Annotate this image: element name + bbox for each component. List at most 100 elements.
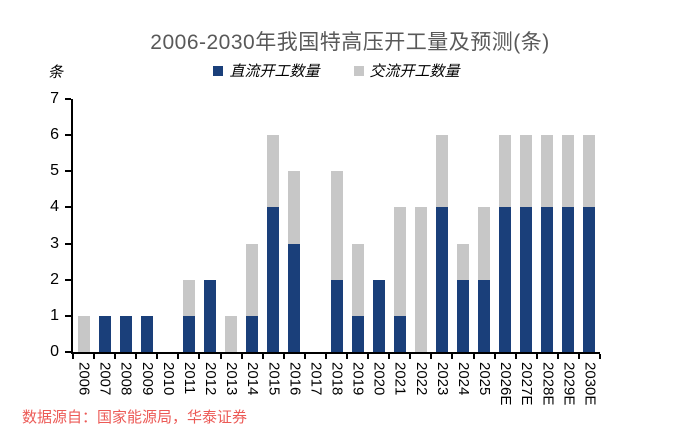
bar-segment-dc-2029E bbox=[562, 207, 575, 352]
bar-segment-dc-2011 bbox=[182, 315, 195, 352]
x-axis-tick-label: 2022 bbox=[412, 362, 430, 396]
x-axis-tick bbox=[261, 354, 264, 359]
x-axis-tick bbox=[599, 354, 601, 359]
legend-label-ac: 交流开工数量 bbox=[369, 64, 460, 80]
data-source-note: 数据源自：国家能源局，华泰证券 bbox=[22, 409, 248, 426]
y-axis-tick-label: 3 bbox=[50, 234, 59, 252]
x-axis-tick bbox=[177, 354, 180, 359]
x-axis-tick bbox=[493, 354, 496, 359]
x-axis-tick-label: 2026E bbox=[497, 362, 515, 406]
legend-item-ac: 交流开工数量 bbox=[353, 60, 460, 81]
x-axis-tick bbox=[577, 354, 580, 359]
bar-segment-dc-2020 bbox=[372, 279, 385, 352]
bar-segment-dc-2016 bbox=[288, 243, 301, 352]
y-axis-unit-label: 条 bbox=[48, 65, 64, 81]
bar-segment-ac-2013 bbox=[225, 315, 238, 352]
dc-series-swatch-icon bbox=[213, 65, 224, 76]
legend: 直流开工数量 交流开工数量 bbox=[73, 60, 600, 81]
bar-segment-dc-2027E bbox=[520, 207, 533, 352]
bar-segment-dc-2019 bbox=[351, 315, 364, 352]
y-axis-tick-label: 7 bbox=[50, 90, 59, 107]
bar-segment-ac-2027E bbox=[520, 135, 533, 208]
y-axis-tick-label: 1 bbox=[50, 306, 59, 324]
x-axis-tick bbox=[514, 354, 517, 359]
bar-segment-dc-2012 bbox=[204, 279, 217, 352]
bar-segment-dc-2030E bbox=[583, 207, 596, 352]
bar-segment-ac-2022 bbox=[414, 207, 427, 352]
y-axis-tick bbox=[65, 351, 71, 353]
bar-segment-dc-2021 bbox=[393, 315, 406, 352]
x-axis-tick bbox=[388, 354, 391, 359]
bar-segment-ac-2006 bbox=[77, 315, 90, 352]
bar-segment-dc-2009 bbox=[140, 315, 153, 352]
x-axis-tick-label: 2029E bbox=[560, 362, 578, 406]
bar-segment-dc-2026E bbox=[499, 207, 512, 352]
x-axis-tick bbox=[430, 354, 433, 359]
x-axis-tick-label: 2024 bbox=[454, 362, 472, 396]
bar-segment-ac-2016 bbox=[288, 171, 301, 244]
x-axis-tick-label: 2006 bbox=[75, 362, 93, 396]
bar-segment-ac-2019 bbox=[351, 243, 364, 316]
x-axis-tick bbox=[535, 354, 538, 359]
y-axis-tick bbox=[65, 134, 71, 137]
x-axis-tick-label: 2007 bbox=[96, 362, 114, 396]
x-axis-tick bbox=[367, 354, 370, 359]
y-axis-tick bbox=[65, 170, 71, 173]
x-axis-tick bbox=[472, 354, 475, 359]
bar-segment-ac-2014 bbox=[246, 243, 259, 316]
x-axis-tick-label: 2010 bbox=[159, 362, 177, 396]
y-axis-tick-label: 0 bbox=[50, 343, 59, 360]
x-axis-tick-label: 2020 bbox=[370, 362, 388, 396]
x-axis-tick-label: 2028E bbox=[539, 362, 557, 406]
x-axis-tick bbox=[282, 354, 285, 359]
x-axis-tick-label: 2017 bbox=[307, 362, 325, 396]
x-axis-tick-label: 2025 bbox=[476, 362, 494, 396]
bar-segment-dc-2008 bbox=[119, 315, 132, 352]
x-axis-tick bbox=[240, 354, 243, 359]
bar-segment-dc-2028E bbox=[541, 207, 554, 352]
x-axis-tick-label: 2021 bbox=[391, 362, 409, 396]
x-axis-tick-label: 2015 bbox=[265, 362, 283, 396]
x-axis-tick-label: 2018 bbox=[328, 362, 346, 396]
y-axis-tick bbox=[65, 278, 71, 281]
bar-segment-dc-2015 bbox=[267, 207, 280, 352]
x-axis-tick bbox=[156, 354, 159, 359]
x-axis-tick bbox=[135, 354, 138, 359]
x-axis-tick-label: 2012 bbox=[202, 362, 220, 396]
bar-segment-ac-2021 bbox=[393, 207, 406, 316]
legend-label-dc: 直流开工数量 bbox=[229, 64, 320, 80]
x-axis-tick-label: 2008 bbox=[117, 362, 135, 396]
x-axis-tick bbox=[451, 354, 454, 359]
x-axis-tick bbox=[198, 354, 201, 359]
x-axis-tick bbox=[303, 354, 306, 359]
x-axis-tick-label: 2011 bbox=[180, 362, 198, 395]
plot-area: 0 1 2 3 4 5 6 7 2006 2007 2008 2009 2010 2011 2012 2013… bbox=[50, 90, 601, 405]
bar-segment-dc-2018 bbox=[330, 279, 343, 352]
bar-segment-ac-2026E bbox=[499, 135, 512, 208]
bar-segment-ac-2025 bbox=[478, 207, 491, 280]
y-axis-tick bbox=[65, 314, 71, 317]
y-axis-tick bbox=[65, 98, 71, 100]
x-axis-tick bbox=[346, 354, 349, 359]
bar-segment-ac-2030E bbox=[583, 135, 596, 208]
bar-segment-dc-2023 bbox=[435, 207, 448, 352]
x-axis-tick-label: 2016 bbox=[286, 362, 304, 396]
x-axis-tick-label: 2009 bbox=[138, 362, 156, 396]
y-axis-tick-label: 5 bbox=[50, 162, 59, 180]
y-axis-tick bbox=[65, 242, 71, 245]
x-axis-tick bbox=[114, 354, 117, 359]
bar-segment-dc-2014 bbox=[246, 315, 259, 352]
bar-segment-ac-2024 bbox=[456, 243, 469, 280]
x-axis-tick bbox=[219, 354, 222, 359]
ac-series-swatch-icon bbox=[353, 65, 364, 76]
y-axis-tick bbox=[65, 206, 71, 209]
bar-segment-dc-2007 bbox=[98, 315, 111, 352]
y-axis-tick-label: 2 bbox=[50, 270, 59, 288]
x-axis-tick bbox=[409, 354, 412, 359]
bar-segment-ac-2029E bbox=[562, 135, 575, 208]
bar-segment-ac-2015 bbox=[267, 135, 280, 208]
x-axis-tick-label: 2027E bbox=[518, 362, 536, 406]
x-axis-tick bbox=[72, 354, 74, 359]
x-axis-tick-label: 2014 bbox=[244, 362, 262, 396]
